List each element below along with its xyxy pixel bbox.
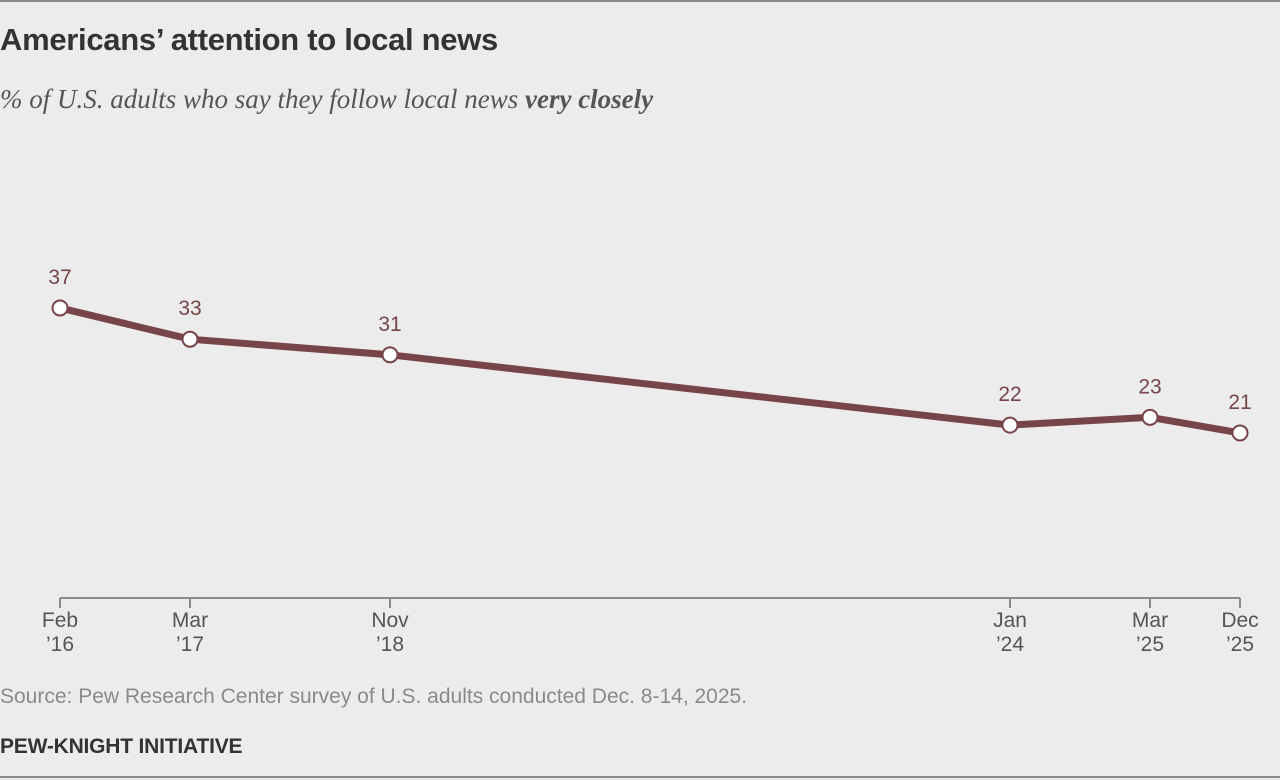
chart-title: Americans’ attention to local news (0, 22, 498, 57)
credit: PEW-KNIGHT INITIATIVE (0, 735, 243, 758)
value-label: 33 (178, 297, 201, 320)
data-point (1141, 408, 1159, 426)
value-label: 31 (378, 313, 401, 336)
x-tick-label: Nov ’18 (371, 609, 409, 656)
x-tick-label: Jan ’24 (993, 609, 1027, 656)
data-point (181, 330, 199, 348)
data-point (381, 346, 399, 364)
value-label: 23 (1138, 375, 1161, 398)
x-tick-label: Dec ’25 (1221, 609, 1259, 656)
data-line (59, 304, 1241, 437)
x-tick-label: Feb ’16 (41, 609, 79, 656)
value-label: 37 (48, 266, 71, 289)
value-label: 22 (998, 383, 1021, 406)
source-note: Source: Pew Research Center survey of U.… (0, 685, 748, 708)
value-label: 21 (1228, 391, 1251, 414)
x-tick-label: Mar ’17 (171, 609, 209, 656)
chart-subtitle: % of U.S. adults who say they follow loc… (0, 84, 653, 115)
x-tick-label: Mar ’25 (1131, 609, 1169, 656)
data-point (51, 299, 69, 317)
subtitle-text: % of U.S. adults who say they follow loc… (0, 84, 519, 114)
data-point (1231, 424, 1249, 442)
data-point (1001, 416, 1019, 434)
subtitle-emphasis: very closely (524, 84, 654, 114)
